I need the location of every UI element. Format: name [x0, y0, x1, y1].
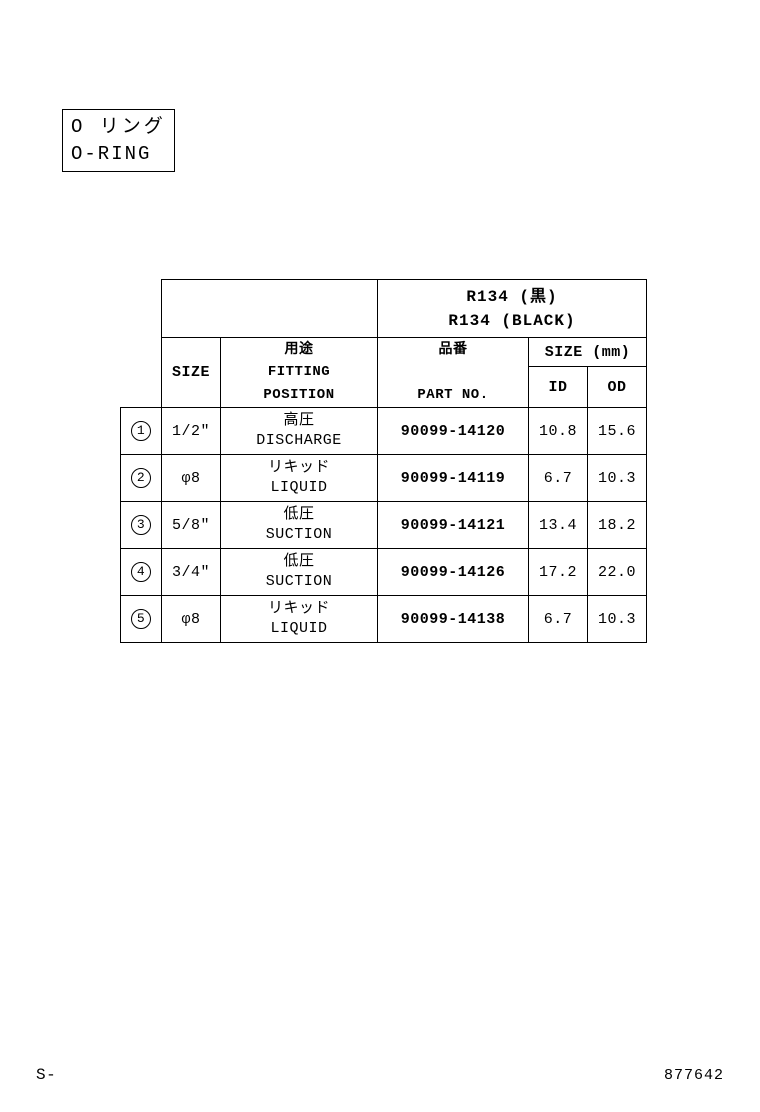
row-od: 22.0	[598, 564, 636, 581]
row-id: 13.4	[539, 517, 577, 534]
row-fit-en: SUCTION	[266, 573, 333, 590]
row-fit-jp: リキッド	[268, 600, 330, 617]
row-id: 17.2	[539, 564, 577, 581]
row-index: 1	[131, 421, 151, 441]
hdr-sizemm: SIZE (mm)	[545, 344, 631, 361]
row-fit-jp: 高圧	[283, 412, 314, 429]
row-fit-jp: 低圧	[283, 553, 314, 570]
row-partno: 90099-14120	[401, 423, 506, 440]
hdr-od: OD	[607, 379, 626, 396]
row-size: 1/2"	[172, 423, 210, 440]
row-fit-en: SUCTION	[266, 526, 333, 543]
r134-en: R134 (BLACK)	[448, 312, 575, 330]
title-box: O リング O-RING	[62, 109, 175, 172]
table-row: 1 1/2" 高圧 DISCHARGE 90099-14120 10.8 15.6	[121, 408, 647, 455]
row-id: 6.7	[544, 470, 573, 487]
row-fit-jp: 低圧	[283, 506, 314, 523]
row-fit-jp: リキッド	[268, 459, 330, 476]
hdr-partno-en: PART NO.	[417, 387, 488, 403]
hdr-partno-jp: 品番	[439, 342, 468, 358]
hdr-size: SIZE	[172, 364, 210, 381]
hdr-fitting-en2: POSITION	[263, 387, 334, 403]
r134-jp: R134 (黒)	[466, 288, 557, 306]
row-partno: 90099-14121	[401, 517, 506, 534]
row-id: 10.8	[539, 423, 577, 440]
row-index: 2	[131, 468, 151, 488]
row-index: 4	[131, 562, 151, 582]
row-od: 10.3	[598, 611, 636, 628]
row-fit-en: DISCHARGE	[256, 432, 342, 449]
title-en: O-RING	[71, 141, 166, 168]
oring-table: R134 (黒) R134 (BLACK) SIZE 用途 FITTING PO…	[120, 279, 647, 643]
footer-right: 877642	[664, 1067, 724, 1084]
row-od: 18.2	[598, 517, 636, 534]
row-index: 5	[131, 609, 151, 629]
row-fit-en: LIQUID	[270, 620, 327, 637]
footer-left: S-	[36, 1066, 56, 1084]
table-row: 3 5/8" 低圧 SUCTION 90099-14121 13.4 18.2	[121, 502, 647, 549]
row-index: 3	[131, 515, 151, 535]
row-partno: 90099-14138	[401, 611, 506, 628]
hdr-id: ID	[548, 379, 567, 396]
table-row: 2 φ8 リキッド LIQUID 90099-14119 6.7 10.3	[121, 455, 647, 502]
hdr-fitting-en1: FITTING	[268, 364, 330, 380]
row-size: φ8	[181, 611, 200, 628]
row-fit-en: LIQUID	[270, 479, 327, 496]
row-size: 5/8"	[172, 517, 210, 534]
row-od: 10.3	[598, 470, 636, 487]
hdr-fitting-jp: 用途	[285, 342, 314, 358]
table-row: 5 φ8 リキッド LIQUID 90099-14138 6.7 10.3	[121, 596, 647, 643]
row-od: 15.6	[598, 423, 636, 440]
title-jp: O リング	[71, 114, 166, 141]
row-partno: 90099-14126	[401, 564, 506, 581]
row-partno: 90099-14119	[401, 470, 506, 487]
table-row: 4 3/4" 低圧 SUCTION 90099-14126 17.2 22.0	[121, 549, 647, 596]
row-size: 3/4"	[172, 564, 210, 581]
row-id: 6.7	[544, 611, 573, 628]
row-size: φ8	[181, 470, 200, 487]
